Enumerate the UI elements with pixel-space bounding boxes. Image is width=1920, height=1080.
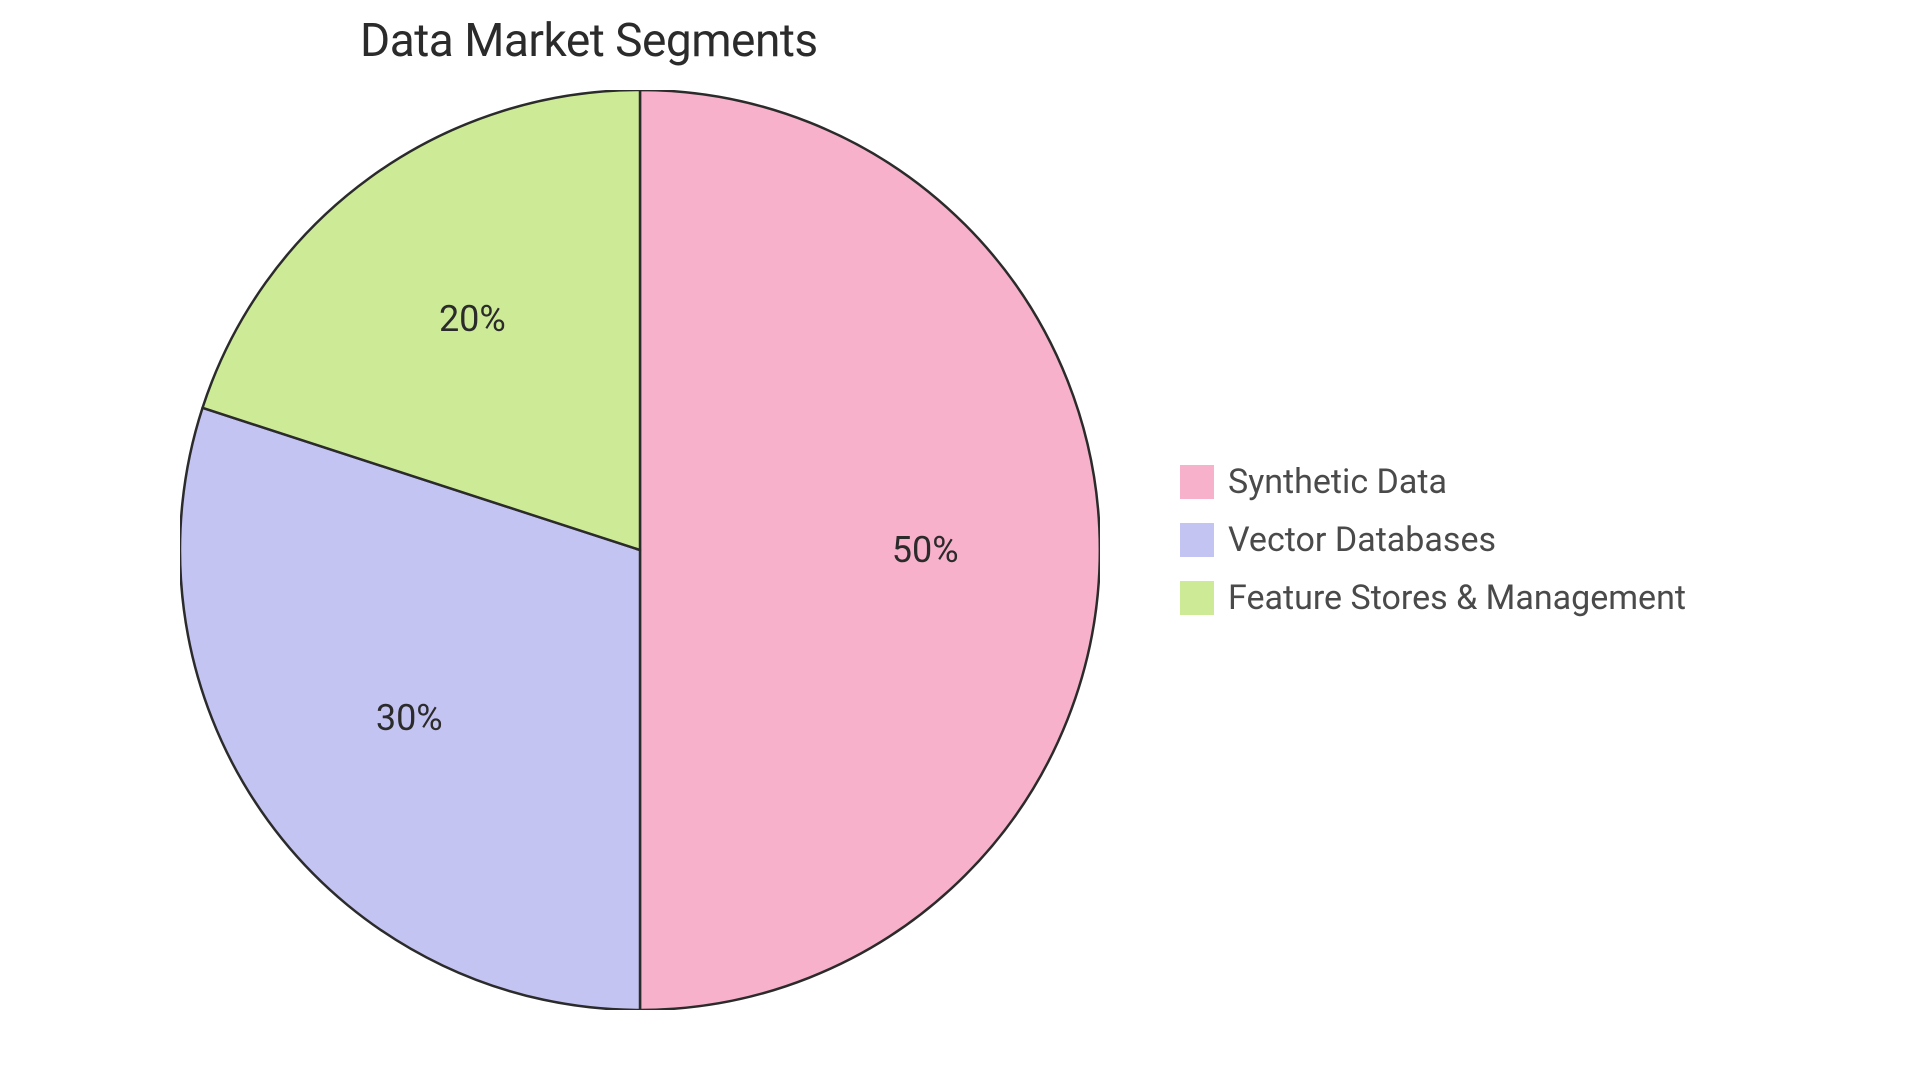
legend-swatch-0	[1180, 465, 1214, 499]
chart-title: Data Market Segments	[360, 14, 818, 68]
legend-swatch-2	[1180, 581, 1214, 615]
legend-item-0: Synthetic Data	[1180, 462, 1686, 502]
legend-item-1: Vector Databases	[1180, 520, 1686, 560]
legend-swatch-1	[1180, 523, 1214, 557]
chart-legend: Synthetic Data Vector Databases Feature St…	[1180, 462, 1686, 618]
pie-chart-container: Data Market Segments 50% 30% 20% Synthetic…	[0, 0, 1920, 1080]
legend-label-2: Feature Stores & Management	[1228, 578, 1686, 618]
pie-slice-0	[640, 90, 1100, 1010]
pie-slice-label-1: 30%	[376, 697, 443, 739]
pie-chart: 50% 30% 20%	[180, 90, 1100, 1010]
pie-slice-label-0: 50%	[892, 529, 959, 571]
pie-slice-label-2: 20%	[439, 298, 506, 340]
legend-item-2: Feature Stores & Management	[1180, 578, 1686, 618]
legend-label-1: Vector Databases	[1228, 520, 1496, 560]
legend-label-0: Synthetic Data	[1228, 462, 1447, 502]
